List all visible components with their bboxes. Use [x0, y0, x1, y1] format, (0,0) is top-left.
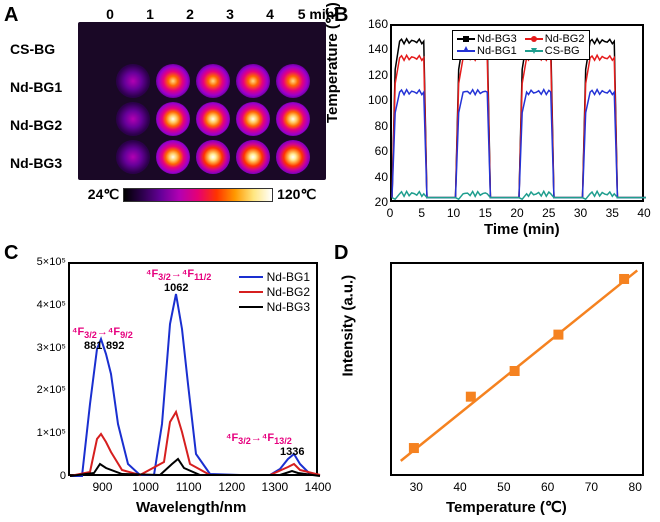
- peak-1062: 1062: [164, 282, 188, 294]
- thermal-spot: [156, 102, 190, 136]
- ytick: 20: [362, 195, 388, 209]
- transition-f92: ⁴F3/2→⁴F9/2: [72, 326, 133, 340]
- xtick: 60: [541, 480, 554, 494]
- panel-d-xlabel: Temperature (℃): [446, 498, 567, 516]
- ytick: 2×10⁵: [22, 384, 66, 396]
- panel-a-time-labels: 0 1 2 3 4 5 min: [90, 6, 342, 22]
- legend-c-ndbg2: Nd-BG2: [239, 285, 310, 299]
- colorbar-min: 24℃: [88, 186, 119, 203]
- thermal-spot: [196, 102, 230, 136]
- colorbar-gradient: [123, 188, 273, 202]
- legend-ndbg3: Nd-BG3: [457, 33, 517, 45]
- xtick: 35: [606, 206, 619, 220]
- thermal-spot: [236, 102, 270, 136]
- panel-c-label: C: [4, 242, 18, 265]
- row-csbg: CS-BG: [10, 30, 62, 68]
- peak-892: 892: [106, 340, 124, 352]
- row-ndbg1: Nd-BG1: [10, 68, 62, 106]
- ytick: 120: [362, 68, 388, 82]
- panel-c-ylabel: Intensity (a.u.): [0, 275, 1, 377]
- ytick: 40: [362, 170, 388, 184]
- xtick: 70: [585, 480, 598, 494]
- xtick: 10: [447, 206, 460, 220]
- panel-b-ylabel: Temperature (℃): [323, 2, 341, 123]
- ytick: 80: [362, 119, 388, 133]
- time-2: 2: [170, 6, 210, 22]
- xtick: 80: [629, 480, 642, 494]
- ytick: 140: [362, 42, 388, 56]
- panel-b-xlabel: Time (min): [484, 221, 560, 238]
- ytick: 0: [22, 470, 66, 482]
- thermal-spot: [116, 102, 150, 136]
- thermal-spot: [156, 64, 190, 98]
- ytick: 60: [362, 144, 388, 158]
- xtick: 5: [418, 206, 425, 220]
- panel-a-thermal: A 0 1 2 3 4 5 min CS-BG Nd-BG1 Nd-BG2 Nd…: [4, 4, 328, 234]
- legend-ndbg1: Nd-BG1: [457, 45, 517, 57]
- legend-ndbg2: Nd-BG2: [525, 33, 585, 45]
- thermal-spot: [276, 140, 310, 174]
- thermal-spot: [156, 140, 190, 174]
- colorbar-max: 120℃: [277, 186, 316, 203]
- transition-f132: ⁴F3/2→⁴F13/2: [226, 432, 292, 446]
- time-0: 0: [90, 6, 130, 22]
- thermal-spot: [276, 102, 310, 136]
- panel-b-plot: Nd-BG3 Nd-BG2 Nd-BG1 CS-BG: [390, 24, 644, 202]
- peak-881: 881: [84, 340, 102, 352]
- thermal-spot: [236, 140, 270, 174]
- colorbar: 24℃ 120℃: [78, 186, 326, 203]
- panel-d-svg: [392, 264, 646, 478]
- xtick: 30: [410, 480, 423, 494]
- panel-d-plot: [390, 262, 644, 476]
- xtick: 20: [510, 206, 523, 220]
- ytick: 160: [362, 17, 388, 31]
- xtick: 40: [637, 206, 650, 220]
- panel-c-legend: Nd-BG1 Nd-BG2 Nd-BG3: [239, 270, 310, 315]
- xtick: 1200: [218, 480, 245, 494]
- time-4: 4: [250, 6, 290, 22]
- xtick: 0: [387, 206, 394, 220]
- ytick: 5×10⁵: [22, 256, 66, 268]
- row-ndbg3: Nd-BG3: [10, 144, 62, 182]
- ytick: 100: [362, 93, 388, 107]
- panel-b-legend: Nd-BG3 Nd-BG2 Nd-BG1 CS-BG: [452, 30, 590, 60]
- xtick: 40: [453, 480, 466, 494]
- xtick: 1400: [305, 480, 332, 494]
- ytick: 4×10⁵: [22, 299, 66, 311]
- legend-csbg: CS-BG: [525, 45, 580, 57]
- panel-d-label: D: [334, 242, 348, 265]
- xtick: 1300: [262, 480, 289, 494]
- xtick: 900: [92, 480, 112, 494]
- thermal-spot: [116, 140, 150, 174]
- panel-c-spectra: C Intensity (a.u.) Wavelength/nm Nd-BG1 …: [4, 242, 328, 518]
- thermal-image-area: [78, 22, 326, 180]
- legend-c-ndbg3: Nd-BG3: [239, 300, 310, 314]
- peak-1336: 1336: [280, 446, 304, 458]
- ytick: 3×10⁵: [22, 342, 66, 354]
- thermal-spot: [116, 64, 150, 98]
- xtick: 1100: [176, 480, 202, 494]
- panel-b-cycles: B Temperature (℃) Time (min) Nd-BG3 Nd-B…: [334, 4, 656, 234]
- ytick: 1×10⁵: [22, 427, 66, 439]
- xtick: 50: [497, 480, 510, 494]
- panel-d-ylabel: Intensity (a.u.): [340, 275, 357, 377]
- thermal-spot: [276, 64, 310, 98]
- xtick: 25: [542, 206, 555, 220]
- thermal-spot: [196, 64, 230, 98]
- legend-c-ndbg1: Nd-BG1: [239, 270, 310, 284]
- panel-d-linear: D Intensity (a.u.) Temperature (℃) 30 40 5…: [334, 242, 656, 518]
- thermal-spot: [196, 140, 230, 174]
- panel-c-plot: Nd-BG1 Nd-BG2 Nd-BG3 ⁴F3/2→⁴F9/2 881 892…: [68, 262, 318, 476]
- time-3: 3: [210, 6, 250, 22]
- thermal-spot: [236, 64, 270, 98]
- panel-a-label: A: [4, 4, 18, 27]
- xtick: 15: [479, 206, 492, 220]
- panel-a-row-labels: CS-BG Nd-BG1 Nd-BG2 Nd-BG3: [10, 30, 62, 182]
- xtick: 1000: [132, 480, 159, 494]
- row-ndbg2: Nd-BG2: [10, 106, 62, 144]
- transition-f112: ⁴F3/2→⁴F11/2: [146, 268, 211, 282]
- xtick: 30: [574, 206, 587, 220]
- panel-c-xlabel: Wavelength/nm: [136, 499, 246, 516]
- time-1: 1: [130, 6, 170, 22]
